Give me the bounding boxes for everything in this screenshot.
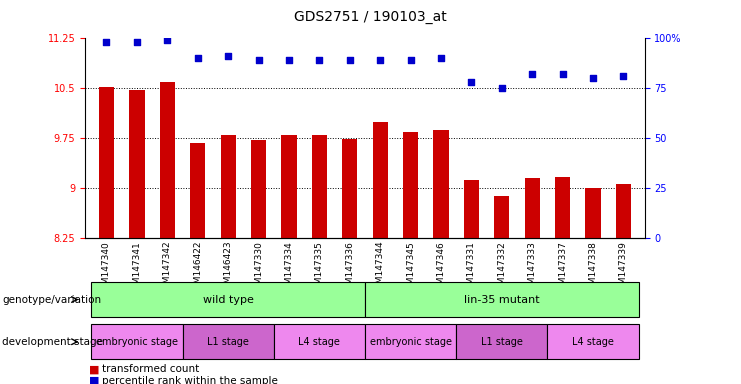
- Point: [435, 55, 447, 61]
- Bar: [494, 196, 509, 238]
- Text: lin-35 mutant: lin-35 mutant: [464, 295, 539, 305]
- Point: [526, 71, 538, 78]
- Point: [556, 71, 568, 78]
- Point: [617, 73, 629, 79]
- Text: genotype/variation: genotype/variation: [2, 295, 102, 305]
- Bar: [464, 180, 479, 238]
- Bar: [555, 177, 570, 238]
- Point: [162, 37, 173, 43]
- Bar: [525, 178, 539, 238]
- Point: [131, 39, 143, 45]
- Point: [222, 53, 234, 60]
- Text: transformed count: transformed count: [102, 364, 199, 374]
- Text: development stage: development stage: [2, 337, 103, 347]
- Text: percentile rank within the sample: percentile rank within the sample: [102, 376, 278, 384]
- Bar: [342, 139, 357, 238]
- Bar: [312, 135, 327, 238]
- Text: embryonic stage: embryonic stage: [96, 337, 178, 347]
- Bar: [221, 135, 236, 238]
- Text: GDS2751 / 190103_at: GDS2751 / 190103_at: [294, 10, 447, 23]
- Point: [465, 79, 477, 85]
- Point: [253, 57, 265, 63]
- Point: [344, 57, 356, 63]
- Point: [374, 57, 386, 63]
- Point: [192, 55, 204, 61]
- Point: [405, 57, 416, 63]
- Point: [313, 57, 325, 63]
- Bar: [403, 132, 418, 238]
- Bar: [282, 135, 296, 238]
- Text: L4 stage: L4 stage: [572, 337, 614, 347]
- Point: [496, 85, 508, 91]
- Bar: [433, 130, 448, 238]
- Point: [283, 57, 295, 63]
- Bar: [160, 82, 175, 238]
- Text: ■: ■: [89, 376, 99, 384]
- Text: L1 stage: L1 stage: [481, 337, 522, 347]
- Bar: [373, 122, 388, 238]
- Text: ■: ■: [89, 364, 99, 374]
- Bar: [585, 188, 601, 238]
- Bar: [616, 184, 631, 238]
- Point: [587, 75, 599, 81]
- Text: L1 stage: L1 stage: [207, 337, 249, 347]
- Bar: [129, 90, 144, 238]
- Bar: [251, 140, 266, 238]
- Bar: [190, 143, 205, 238]
- Text: embryonic stage: embryonic stage: [370, 337, 451, 347]
- Text: wild type: wild type: [203, 295, 253, 305]
- Text: L4 stage: L4 stage: [299, 337, 340, 347]
- Point: [101, 39, 113, 45]
- Bar: [99, 87, 114, 238]
